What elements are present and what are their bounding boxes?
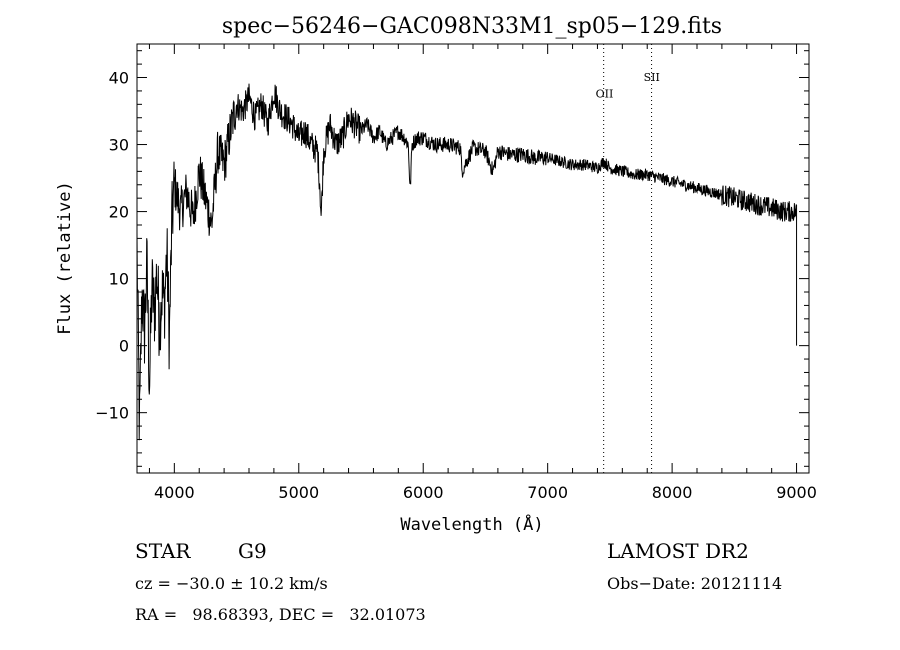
- x-tick-label: 8000: [652, 483, 693, 502]
- axis-ticks: [137, 44, 809, 473]
- chart-title: spec−56246−GAC098N33M1_sp05−129.fits: [222, 14, 722, 39]
- y-tick-label: 30: [109, 136, 129, 155]
- vline-label: OII: [596, 88, 614, 101]
- x-tick-label: 7000: [527, 483, 568, 502]
- y-tick-label: 20: [109, 203, 129, 222]
- observation-date: Obs−Date: 20121114: [607, 574, 782, 593]
- x-tick-label: 6000: [403, 483, 444, 502]
- redshift-velocity: cz = −30.0 ± 10.2 km/s: [135, 574, 328, 593]
- y-tick-label: 10: [109, 270, 129, 289]
- y-axis-label: Flux (relative): [55, 181, 75, 335]
- vline-label: SII: [644, 71, 660, 84]
- x-tick-label: 9000: [776, 483, 817, 502]
- x-tick-labels: 4000 5000 6000 7000 8000 9000: [154, 483, 817, 502]
- object-subclass: G9: [238, 539, 267, 563]
- emission-line-markers: OII SII: [596, 44, 660, 473]
- x-axis-label: Wavelength (Å): [400, 513, 543, 535]
- y-tick-labels: −10 0 10 20 30 40: [95, 69, 129, 423]
- survey-name: LAMOST DR2: [607, 539, 749, 563]
- object-class: STAR: [135, 539, 191, 563]
- y-tick-label: −10: [95, 404, 129, 423]
- spectrum-line: [136, 83, 797, 441]
- y-tick-label: 40: [109, 69, 129, 88]
- coordinates: RA = 98.68393, DEC = 32.01073: [135, 605, 426, 624]
- y-tick-label: 0: [119, 337, 129, 356]
- x-tick-label: 4000: [154, 483, 195, 502]
- x-tick-label: 5000: [278, 483, 319, 502]
